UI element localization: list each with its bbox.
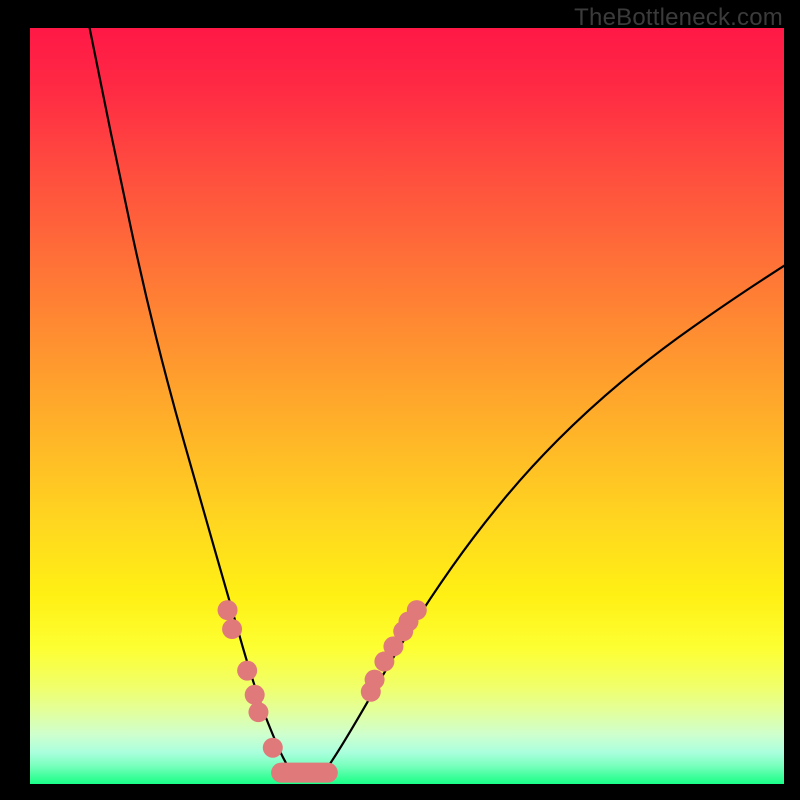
chart-svg bbox=[30, 28, 784, 784]
marker-dot bbox=[263, 738, 283, 758]
marker-group bbox=[218, 600, 427, 783]
marker-flat-segment bbox=[271, 763, 338, 783]
chart-stage: TheBottleneck.com bbox=[0, 0, 800, 800]
marker-dot bbox=[248, 702, 268, 722]
marker-dot bbox=[407, 600, 427, 620]
watermark-text: TheBottleneck.com bbox=[574, 4, 783, 32]
marker-dot bbox=[237, 661, 257, 681]
plot-area bbox=[30, 28, 784, 784]
marker-dot bbox=[222, 619, 242, 639]
curve-path bbox=[87, 28, 784, 774]
marker-dot bbox=[218, 600, 238, 620]
marker-dot bbox=[245, 685, 265, 705]
marker-dot bbox=[365, 670, 385, 690]
